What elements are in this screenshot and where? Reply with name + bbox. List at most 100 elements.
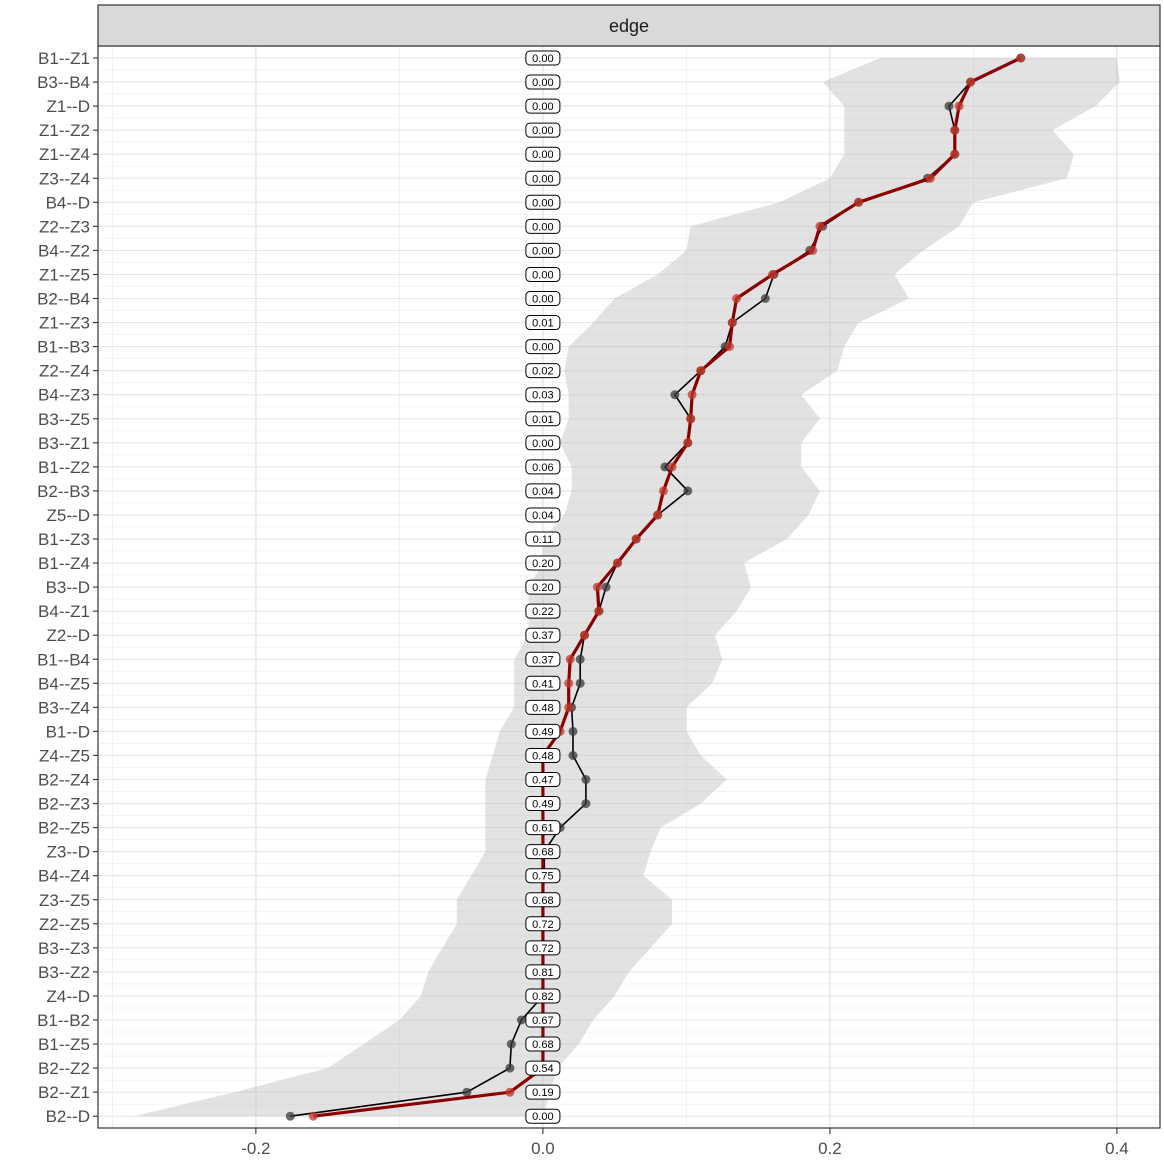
y-tick-label: B2--Z3 — [38, 795, 90, 814]
p-value-label: 0.00 — [532, 269, 553, 281]
p-value-label: 0.68 — [532, 847, 553, 859]
p-value-label: 0.00 — [532, 197, 553, 209]
p-label-box — [525, 627, 561, 643]
red-point — [950, 149, 960, 159]
red-point — [658, 486, 668, 496]
p-value-label: 0.72 — [532, 943, 553, 955]
y-tick-label: B1--B3 — [37, 338, 90, 357]
p-label-box — [525, 892, 561, 908]
p-label-box — [525, 339, 561, 355]
red-point — [950, 125, 960, 135]
p-value-label: 0.48 — [532, 750, 553, 762]
black-point — [660, 462, 670, 472]
p-label-box — [525, 315, 561, 331]
p-value-label: 0.72 — [532, 919, 553, 931]
p-value-label: 0.37 — [532, 630, 553, 642]
black-point — [506, 1039, 516, 1049]
p-label-box — [525, 651, 561, 667]
red-point — [954, 101, 964, 111]
p-value-label: 0.01 — [532, 414, 553, 426]
y-tick-label: B1--Z2 — [38, 458, 90, 477]
p-value-label: 0.00 — [532, 245, 553, 257]
black-point — [581, 799, 591, 809]
p-value-label: 0.03 — [532, 390, 553, 402]
red-point — [815, 221, 825, 231]
p-label-box — [525, 170, 561, 186]
p-value-label: 0.11 — [533, 534, 554, 546]
red-point — [505, 1087, 515, 1097]
red-point — [966, 77, 976, 87]
y-tick-label: B2--B4 — [37, 290, 90, 309]
x-axis: -0.2 0.0 0.2 0.4 — [241, 1128, 1129, 1158]
strip-background — [97, 4, 1161, 47]
p-value-label: 0.82 — [532, 991, 553, 1003]
red-point — [564, 678, 574, 688]
p-value-label: 0.00 — [532, 342, 553, 354]
p-value-labels: 0.00 0.00 0.00 0.00 0.00 0.00 0.00 0.00 0.00 0.00… — [525, 50, 561, 1124]
y-tick-label: B3--Z3 — [38, 939, 90, 958]
y-tick-label: B2--D — [46, 1107, 90, 1126]
y-tick-label: B3--Z4 — [38, 698, 90, 717]
y-tick-label: B1--D — [46, 722, 90, 741]
p-value-label: 0.61 — [532, 823, 553, 835]
p-value-label: 0.00 — [532, 294, 553, 306]
red-point — [925, 173, 935, 183]
p-label-box — [525, 555, 561, 571]
p-value-label: 0.00 — [532, 438, 553, 450]
p-value-label: 0.49 — [532, 799, 553, 811]
y-tick-label: Z2--Z5 — [39, 915, 90, 934]
y-tick-label: B3--D — [46, 578, 90, 597]
p-value-label: 0.00 — [532, 53, 553, 65]
y-tick-label: B1--Z4 — [38, 554, 90, 573]
y-tick-label: Z5--D — [47, 506, 90, 525]
y-tick-label: B1--B2 — [37, 1011, 90, 1030]
black-point — [944, 101, 954, 111]
y-tick-label: B4--Z3 — [38, 386, 90, 405]
p-label-box — [525, 74, 561, 90]
p-value-label: 0.00 — [532, 1111, 553, 1123]
p-value-label: 0.22 — [532, 606, 553, 618]
p-value-label: 0.00 — [532, 149, 553, 161]
y-tick-label: B2--B3 — [37, 482, 90, 501]
p-label-box — [525, 796, 561, 812]
y-tick-label: B4--D — [46, 193, 90, 212]
p-value-label: 0.49 — [532, 726, 553, 738]
p-value-label: 0.04 — [532, 510, 553, 522]
p-label-box — [525, 531, 561, 547]
x-tick-label: -0.2 — [241, 1139, 270, 1158]
y-tick-label: Z1--Z5 — [39, 265, 90, 284]
p-value-label: 0.54 — [532, 1063, 553, 1075]
p-value-label: 0.20 — [532, 558, 553, 570]
p-value-label: 0.01 — [532, 318, 553, 330]
p-value-label: 0.00 — [532, 77, 553, 89]
red-point — [564, 702, 574, 712]
p-label-box — [525, 916, 561, 932]
p-label-box — [525, 507, 561, 523]
red-point — [653, 510, 663, 520]
y-tick-label: B4--Z4 — [38, 867, 90, 886]
red-point — [854, 197, 864, 207]
y-tick-label: B2--Z1 — [38, 1083, 90, 1102]
p-label-box — [525, 964, 561, 980]
p-value-label: 0.04 — [532, 486, 553, 498]
y-tick-label: B3--Z1 — [38, 434, 90, 453]
p-label-box — [525, 1108, 561, 1124]
p-value-label: 0.06 — [532, 462, 553, 474]
black-point — [683, 486, 693, 496]
y-tick-label: Z3--D — [47, 843, 90, 862]
y-tick-label: B2--Z5 — [38, 819, 90, 838]
p-value-label: 0.67 — [532, 1015, 553, 1027]
y-tick-label: Z1--Z4 — [39, 145, 90, 164]
red-point — [768, 270, 777, 279]
red-point — [683, 438, 693, 448]
red-point — [613, 558, 622, 568]
p-value-label: 0.37 — [532, 654, 553, 666]
x-tick-label: 0.4 — [1105, 1139, 1129, 1158]
p-label-box — [525, 483, 561, 499]
p-label-box — [525, 98, 561, 114]
p-label-box — [525, 218, 561, 234]
y-tick-label: B1--Z5 — [38, 1035, 90, 1054]
series-layer — [285, 53, 1026, 1121]
y-tick-label: B1--Z1 — [38, 49, 90, 68]
p-value-label: 0.41 — [532, 678, 553, 690]
